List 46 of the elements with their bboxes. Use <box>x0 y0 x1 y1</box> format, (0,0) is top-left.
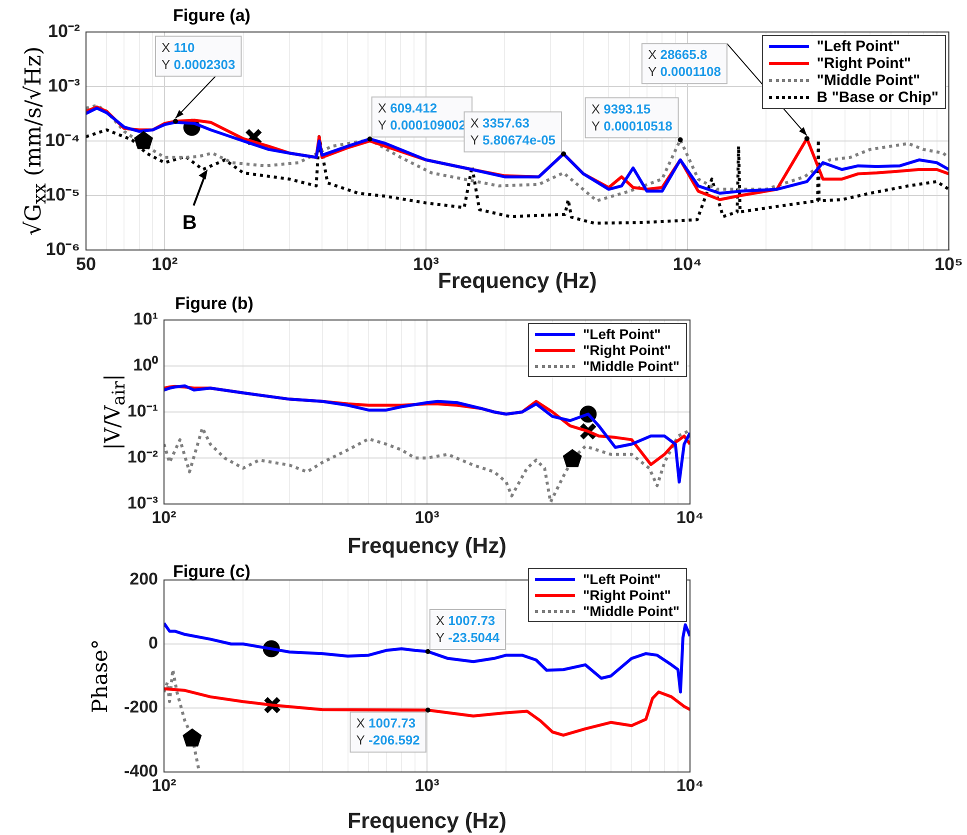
y-tick-label: -200 <box>124 698 158 717</box>
x-tick-label: 10² <box>152 508 177 527</box>
annotation: X 1007.73 Y -23.5044 <box>436 613 500 646</box>
legend-label: "Middle Point" <box>816 72 920 89</box>
y-tick-label: 10⁻⁴ <box>45 130 80 150</box>
legend-label: "Left Point" <box>816 38 900 55</box>
x-tick-label: 10⁴ <box>676 508 704 527</box>
x-tick-label: 10³ <box>414 776 440 795</box>
y-tick-label: 10⁻³ <box>48 75 80 96</box>
legend-label: "Right Point" <box>583 342 671 358</box>
legend-label: "Left Point" <box>583 326 661 342</box>
legend-label: "Right Point" <box>816 55 911 72</box>
y-tick-label: 0 <box>148 634 158 653</box>
x-tick-label: 10² <box>152 254 178 274</box>
annotation: X 110 Y 0.0002303 <box>161 40 236 72</box>
annotation: B <box>182 212 197 234</box>
annotation: X 609.412 Y 0.000109002 <box>378 100 466 133</box>
legend-label: "Middle Point" <box>583 603 680 619</box>
x-tick-label: 10² <box>152 776 177 795</box>
x-axis-title: Frequency (Hz) <box>348 808 506 833</box>
x-tick-label: 10⁴ <box>672 254 702 274</box>
y-tick-label: 10¹ <box>133 310 158 329</box>
y-tick-label: 10⁻² <box>127 448 158 467</box>
chart-title: Figure (c) <box>173 562 250 582</box>
annotation: X 1007.73 Y -206.592 <box>356 716 420 748</box>
chart-title: Figure (b) <box>175 294 254 314</box>
y-tick-label: 10⁰ <box>133 356 158 375</box>
legend-label: "Middle Point" <box>583 358 680 374</box>
y-tick-label: 10⁻⁵ <box>46 184 80 204</box>
chart-title: Figure (a) <box>173 6 250 26</box>
x-tick-label: 10⁴ <box>676 776 704 795</box>
y-axis-title: Phase° <box>88 639 112 713</box>
y-tick-label: 200 <box>130 570 158 589</box>
annotation: X 9393.15 Y 0.00010518 <box>591 101 672 134</box>
legend-label: "Left Point" <box>583 571 661 587</box>
legend-label: B "Base or Chip" <box>816 89 938 106</box>
annotation: X 3357.63 Y 5.80674e-05 <box>470 115 556 148</box>
x-axis-title: Frequency (Hz) <box>348 532 506 558</box>
x-tick-label: 10³ <box>413 254 440 274</box>
x-axis-title: Frequency (Hz) <box>438 268 597 293</box>
legend-label: "Right Point" <box>583 587 671 603</box>
y-tick-label: 10⁻¹ <box>127 402 158 421</box>
y-tick-label: 10⁻² <box>48 20 80 41</box>
x-tick-label: 10³ <box>414 508 440 527</box>
x-tick-label: 10⁵ <box>934 254 964 274</box>
annotation: X 28665.8 Y 0.0001108 <box>648 47 721 80</box>
